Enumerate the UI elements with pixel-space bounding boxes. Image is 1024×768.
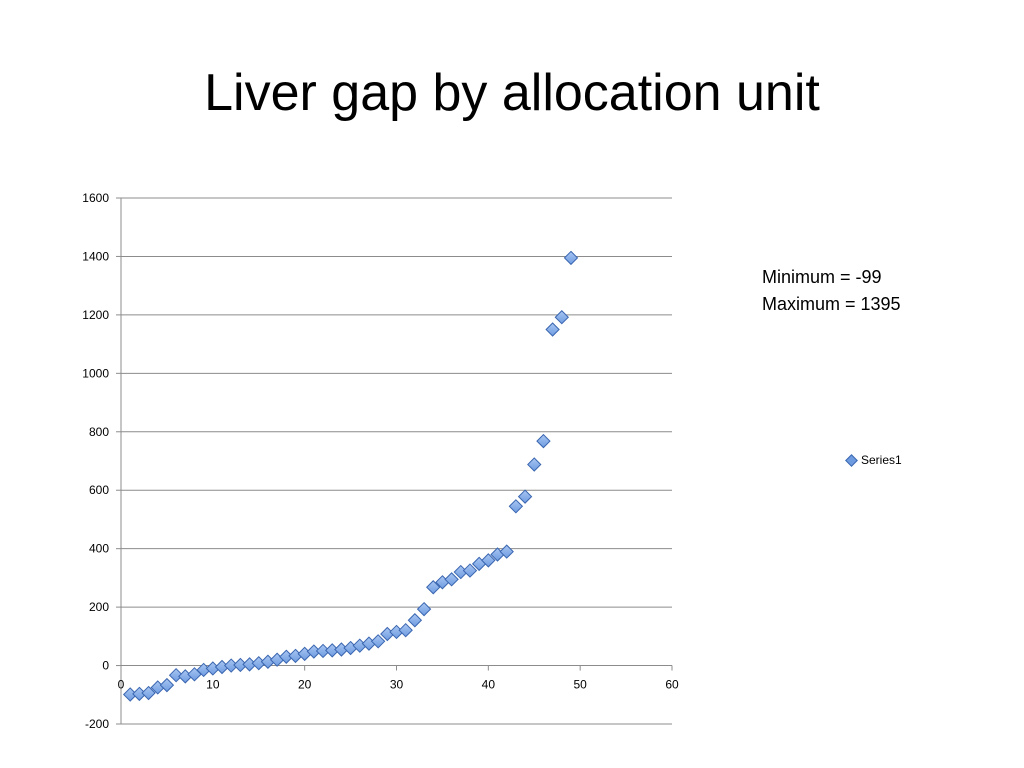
grid-lines bbox=[121, 197, 672, 725]
x-tick-label: 30 bbox=[390, 678, 404, 692]
y-tick-label: 600 bbox=[89, 483, 109, 497]
data-point bbox=[563, 250, 579, 266]
data-point bbox=[508, 499, 524, 514]
data-point bbox=[554, 310, 570, 325]
x-tick-label: 60 bbox=[665, 678, 679, 692]
data-point bbox=[426, 580, 441, 595]
data-point bbox=[517, 489, 533, 504]
x-tick-label: 20 bbox=[298, 678, 312, 692]
data-point bbox=[462, 563, 478, 578]
y-tick-label: 1600 bbox=[82, 191, 109, 205]
data-point bbox=[168, 667, 184, 683]
data-point bbox=[159, 677, 175, 693]
legend: Series1 bbox=[845, 453, 902, 467]
y-tick-label: 1200 bbox=[82, 308, 109, 322]
data-point bbox=[481, 553, 496, 568]
data-point bbox=[141, 685, 156, 701]
data-point bbox=[545, 322, 560, 337]
x-tick-label: 0 bbox=[118, 678, 125, 692]
x-tick-label: 10 bbox=[206, 678, 220, 692]
stats-box: Minimum = -99 Maximum = 1395 bbox=[762, 264, 916, 318]
y-tick-label: 400 bbox=[89, 542, 109, 556]
data-point bbox=[499, 544, 514, 559]
data-point bbox=[407, 613, 423, 628]
y-tick-label: 1000 bbox=[82, 366, 109, 380]
tick-labels: -200 0 200 400 600 800 1000 1200 1400 1600 0 10 20 30… bbox=[82, 191, 679, 731]
data-point bbox=[527, 457, 542, 472]
maximum-label: Maximum = 1395 bbox=[762, 294, 901, 314]
x-tick-label: 50 bbox=[573, 678, 587, 692]
y-tick-label: 1400 bbox=[82, 249, 109, 263]
legend-series-label: Series1 bbox=[861, 453, 902, 467]
y-tick-label: -200 bbox=[85, 717, 109, 731]
data-points bbox=[122, 250, 579, 702]
x-tick-label: 40 bbox=[482, 678, 496, 692]
legend-diamond-icon bbox=[845, 453, 858, 467]
y-tick-label: 200 bbox=[89, 600, 109, 614]
data-point bbox=[536, 433, 551, 449]
data-point bbox=[370, 634, 386, 649]
minimum-label: Minimum = -99 bbox=[762, 267, 882, 287]
slide-title: Liver gap by allocation unit bbox=[204, 64, 820, 122]
data-point bbox=[444, 572, 459, 587]
axes bbox=[116, 197, 673, 725]
data-point bbox=[398, 622, 413, 638]
y-tick-label: 0 bbox=[102, 659, 109, 673]
data-point bbox=[416, 601, 432, 617]
y-tick-label: 800 bbox=[89, 425, 109, 439]
